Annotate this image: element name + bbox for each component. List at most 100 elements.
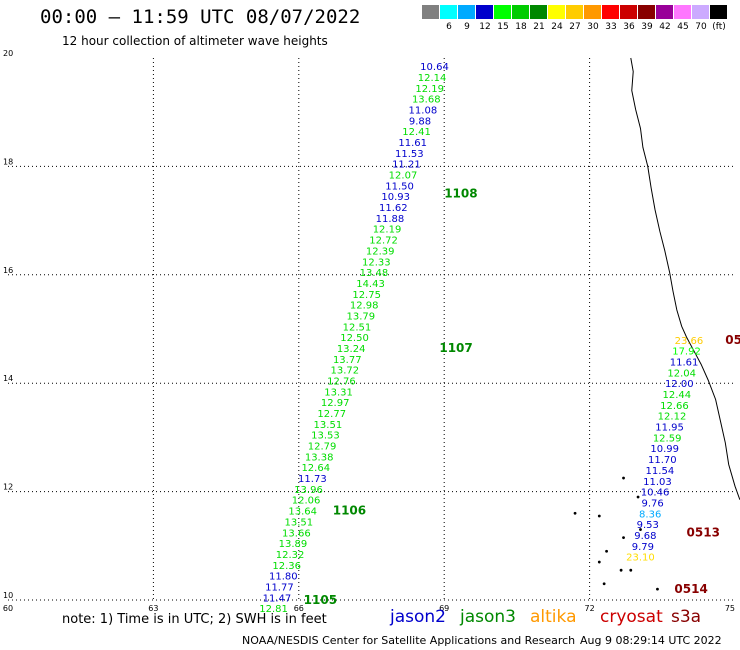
swh-value: 12.14 — [418, 73, 447, 84]
legend-note: note: 1) Time is in UTC; 2) SWH is in fe… — [62, 612, 327, 627]
swh-value: 11.50 — [385, 181, 414, 192]
lat-tick-label: 16 — [3, 266, 13, 275]
swh-value: 11.80 — [269, 572, 298, 583]
colorbar-label: 42 — [659, 22, 671, 32]
pass-label: 0513 — [687, 525, 720, 539]
island — [622, 536, 625, 540]
swh-value: 11.21 — [392, 160, 421, 171]
pass-label: 05 — [725, 333, 740, 347]
legend-jason2: jason2 — [390, 607, 446, 627]
swh-value: 11.53 — [395, 149, 424, 160]
swh-value: 12.76 — [327, 376, 356, 387]
legend-cryosat: cryosat — [600, 607, 663, 627]
lat-tick-label: 12 — [3, 483, 13, 492]
lat-tick-label: 18 — [3, 157, 13, 166]
swh-value: 12.79 — [308, 442, 337, 453]
swh-value: 12.50 — [340, 333, 369, 344]
pass-label: 1106 — [333, 504, 366, 518]
swh-value: 12.07 — [389, 171, 418, 182]
colorbar-swatch — [440, 5, 457, 19]
lon-tick-label: 72 — [585, 604, 595, 613]
swh-value: 13.66 — [282, 528, 311, 539]
swh-value: 12.36 — [272, 561, 301, 572]
island — [605, 549, 608, 553]
swh-value: 12.51 — [343, 322, 372, 333]
swh-value: 12.97 — [321, 398, 350, 409]
swh-value: 13.68 — [412, 95, 441, 106]
island — [656, 587, 659, 591]
swh-value: 12.72 — [369, 236, 398, 247]
swh-value: 11.70 — [648, 455, 677, 466]
lon-tick-label: 66 — [294, 604, 304, 613]
swh-value: 12.41 — [402, 127, 431, 138]
island — [622, 476, 625, 480]
legend-s3a: s3a — [671, 607, 702, 627]
india-coastline — [630, 57, 740, 500]
colorbar-label: 70 — [695, 22, 707, 32]
pass-label: 1105 — [304, 593, 337, 607]
swh-value: 12.04 — [667, 368, 696, 379]
swh-value: 9.68 — [634, 531, 656, 542]
swh-value: 11.61 — [398, 138, 427, 149]
colorbar-swatch — [674, 5, 691, 19]
swh-value: 11.03 — [643, 477, 672, 488]
colorbar-label: 45 — [677, 22, 689, 32]
swh-value: 23.66 — [675, 336, 704, 347]
swh-value: 23.10 — [626, 553, 655, 564]
swh-value: 12.75 — [352, 290, 381, 301]
colorbar-swatch — [566, 5, 583, 19]
colorbar-label: 33 — [605, 22, 617, 32]
colorbar-label: 18 — [515, 22, 527, 32]
colorbar-swatch — [602, 5, 619, 19]
swh-value: 12.32 — [276, 550, 305, 561]
swh-value: 11.54 — [646, 466, 675, 477]
colorbar-label: 24 — [551, 22, 563, 32]
swh-value: 9.76 — [641, 498, 663, 509]
swh-value: 12.81 — [259, 604, 288, 615]
swh-value: 12.59 — [653, 433, 682, 444]
colorbar-swatch — [458, 5, 475, 19]
swh-value: 10.99 — [650, 444, 679, 455]
swh-value: 17.92 — [672, 347, 701, 358]
colorbar-label: 30 — [587, 22, 599, 32]
swh-value: 11.62 — [379, 203, 408, 214]
colorbar-label: 12 — [479, 22, 491, 32]
pass-label: 1107 — [439, 341, 472, 355]
lon-tick-label: 69 — [439, 604, 449, 613]
lon-tick-label: 75 — [725, 604, 735, 613]
legend-altika: altika — [530, 607, 577, 627]
swh-value: 9.79 — [632, 542, 654, 553]
colorbar-swatch — [620, 5, 637, 19]
colorbar-label: 6 — [446, 22, 452, 32]
lon-tick-label: 60 — [3, 604, 13, 613]
swh-value: 12.39 — [366, 246, 395, 257]
swh-value: 11.61 — [670, 358, 699, 369]
island — [639, 528, 642, 531]
colorbar-label: 36 — [623, 22, 635, 32]
swh-value: 13.48 — [360, 268, 389, 279]
colorbar-swatch — [584, 5, 601, 19]
swh-value: 11.73 — [298, 474, 327, 485]
colorbar-swatch — [656, 5, 673, 19]
colorbar-label: 21 — [533, 22, 545, 32]
colorbar-label: (ft) — [712, 22, 726, 32]
pass-label: 1108 — [444, 187, 477, 201]
swh-value: 14.43 — [356, 279, 385, 290]
swh-value: 13.72 — [331, 366, 360, 377]
colorbar-swatch — [476, 5, 493, 19]
island — [573, 511, 577, 515]
swh-value: 12.06 — [292, 496, 321, 507]
swh-value: 12.77 — [317, 409, 346, 420]
colorbar-swatch — [692, 5, 709, 19]
swh-value: 12.19 — [415, 84, 444, 95]
colorbar-label: 9 — [464, 22, 470, 32]
colorbar-swatch — [494, 5, 511, 19]
page-title: 00:00 – 11:59 UTC 08/07/2022 — [40, 6, 361, 28]
swh-value: 12.44 — [663, 390, 692, 401]
footer-timestamp: Aug 9 08:29:14 UTC 2022 — [580, 634, 722, 647]
footer-credit: NOAA/NESDIS Center for Satellite Applica… — [242, 634, 576, 647]
swh-value: 13.96 — [294, 485, 323, 496]
colorbar-swatch — [548, 5, 565, 19]
island — [629, 568, 633, 572]
